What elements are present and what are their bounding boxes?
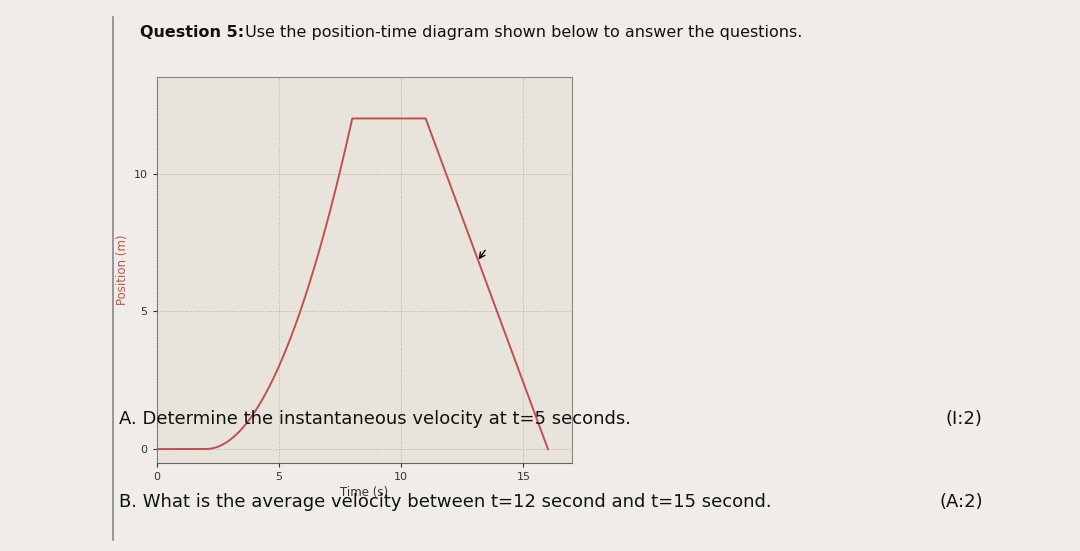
X-axis label: Time (s): Time (s) (340, 486, 389, 499)
Text: B. What is the average velocity between t=12 second and t=15 second.: B. What is the average velocity between … (119, 493, 771, 511)
Y-axis label: Position (m): Position (m) (117, 235, 130, 305)
Text: Question 5:: Question 5: (140, 25, 244, 40)
Text: A. Determine the instantaneous velocity at t=5 seconds.: A. Determine the instantaneous velocity … (119, 410, 631, 429)
Text: (I:2): (I:2) (946, 410, 983, 429)
Text: (A:2): (A:2) (940, 493, 983, 511)
Text: Use the position-time diagram shown below to answer the questions.: Use the position-time diagram shown belo… (240, 25, 802, 40)
